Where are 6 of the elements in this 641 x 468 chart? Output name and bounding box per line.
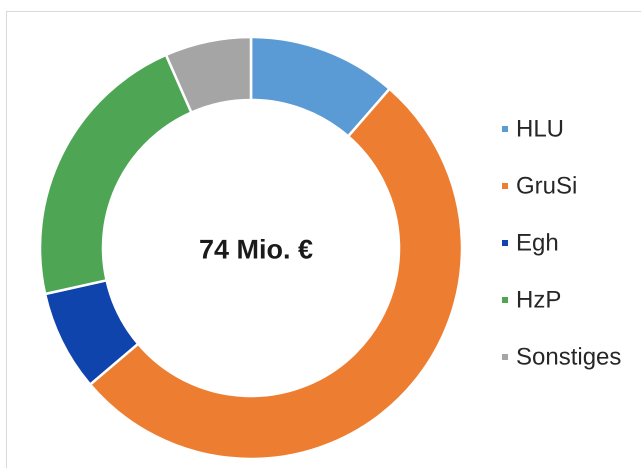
legend-label: HLU	[516, 116, 564, 142]
legend-label: Egh	[516, 230, 559, 256]
legend-label: Sonstiges	[516, 344, 622, 370]
text: 74 Mio. €	[198, 234, 314, 264]
legend-label: GruSi	[516, 172, 578, 200]
legend-label: HzP	[516, 286, 562, 314]
